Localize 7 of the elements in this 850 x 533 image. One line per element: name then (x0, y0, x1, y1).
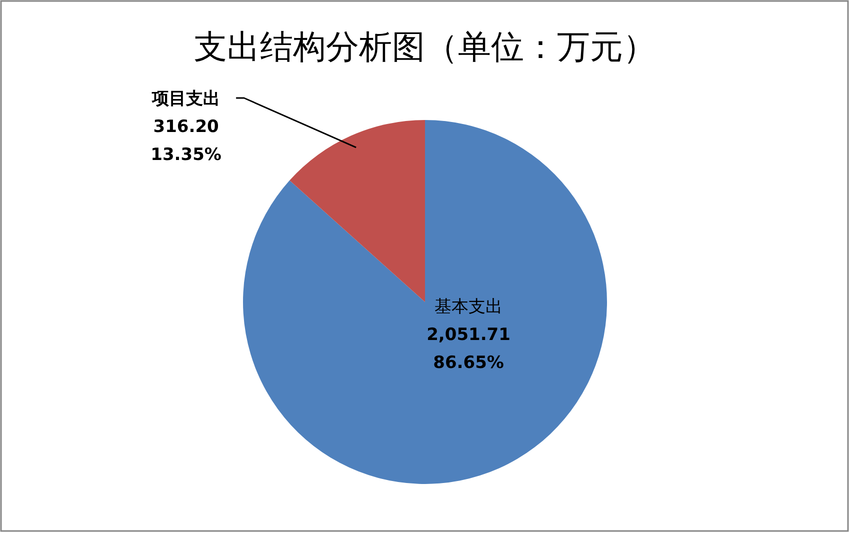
chart-title: 支出结构分析图（单位：万元） (194, 27, 656, 66)
data-label: 2,051.71 86.65% (426, 325, 510, 373)
slice-label: 项目支出 (151, 89, 220, 109)
pie-slice (290, 120, 425, 302)
slice-label: 基本支出 (434, 297, 503, 317)
data-label: 316.20 13.35% (150, 117, 222, 165)
pie-slice (243, 120, 607, 484)
